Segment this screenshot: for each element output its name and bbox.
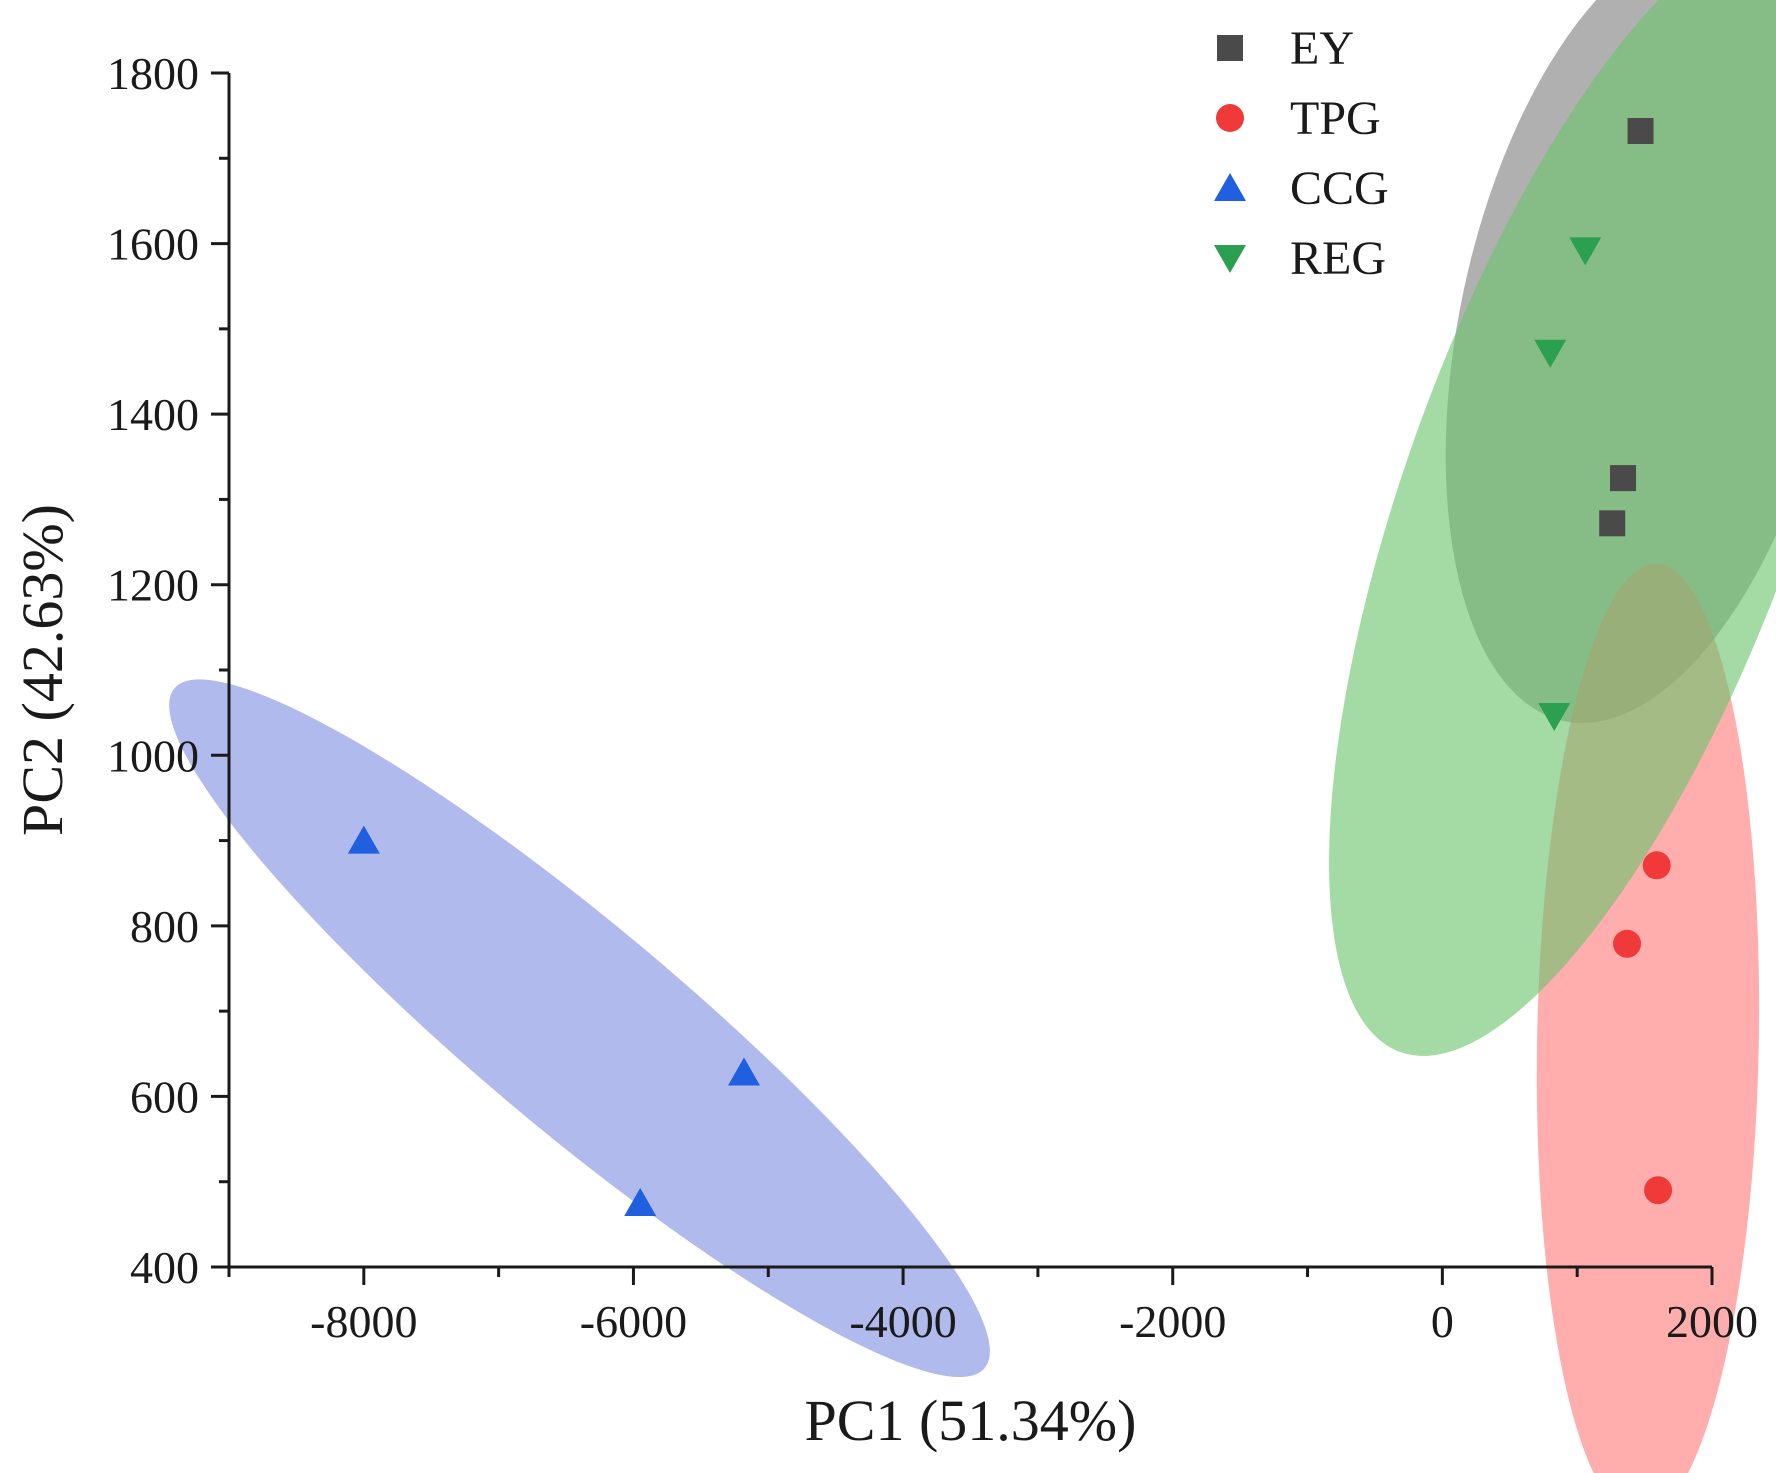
legend-label-reg: REG: [1290, 232, 1386, 285]
point-reg-1: [1569, 237, 1602, 266]
x-axis-ticks: -8000 -6000 -4000 -2000 0 2000: [227, 1267, 1758, 1347]
x-tick-label: -4000: [849, 1296, 956, 1347]
legend-marker-tpg: [1216, 104, 1244, 132]
y-tick-label: 400: [130, 1242, 199, 1293]
point-ccg-3: [624, 1188, 657, 1217]
legend-item-reg: REG: [1214, 232, 1386, 285]
data-points: [347, 117, 1673, 1217]
y-tick-label: 1400: [107, 389, 199, 440]
x-tick-label: 0: [1431, 1296, 1454, 1347]
legend-item-tpg: TPG: [1216, 92, 1381, 145]
legend-marker-ccg: [1214, 173, 1246, 201]
point-reg-2: [1534, 339, 1567, 368]
point-tpg-2: [1613, 929, 1642, 958]
y-tick-label: 1800: [107, 48, 199, 99]
x-tick-label: 2000: [1666, 1296, 1758, 1347]
point-tpg-3: [1644, 1176, 1673, 1205]
point-reg-3: [1538, 703, 1571, 732]
x-tick-label: -6000: [580, 1296, 687, 1347]
ellipse-ccg: [169, 679, 990, 1378]
y-axis-title: PC2 (42.63%): [10, 504, 75, 836]
point-ccg-1: [347, 825, 380, 854]
x-tick-label: -8000: [310, 1296, 417, 1347]
point-ccg-2: [728, 1057, 761, 1086]
legend-marker-reg: [1214, 245, 1246, 273]
y-tick-label: 600: [130, 1071, 199, 1122]
ellipse-reg: [1329, 0, 1776, 1056]
legend-marker-ey: [1217, 35, 1243, 61]
y-tick-label: 1600: [107, 219, 199, 270]
y-tick-label: 1000: [107, 730, 199, 781]
legend-label-ey: EY: [1290, 22, 1354, 75]
point-ey-3: [1599, 510, 1626, 537]
legend: EY TPG CCG REG: [1214, 22, 1389, 285]
x-axis-title: PC1 (51.34%): [805, 1388, 1137, 1453]
legend-item-ey: EY: [1217, 22, 1354, 75]
legend-item-ccg: CCG: [1214, 162, 1389, 215]
axes: -8000 -6000 -4000 -2000 0 2000 400 600 800 1000 1…: [107, 48, 1758, 1347]
x-tick-label: -2000: [1119, 1296, 1226, 1347]
confidence-ellipses: [169, 0, 1776, 1473]
y-tick-label: 800: [130, 901, 199, 952]
point-tpg-1: [1642, 851, 1671, 880]
point-ey-1: [1627, 117, 1654, 144]
legend-label-ccg: CCG: [1290, 162, 1389, 215]
y-axis-ticks: 400 600 800 1000 1200 1400 1600 1800: [107, 48, 229, 1293]
y-tick-label: 1200: [107, 560, 199, 611]
point-ey-2: [1610, 465, 1637, 492]
legend-label-tpg: TPG: [1290, 92, 1381, 145]
